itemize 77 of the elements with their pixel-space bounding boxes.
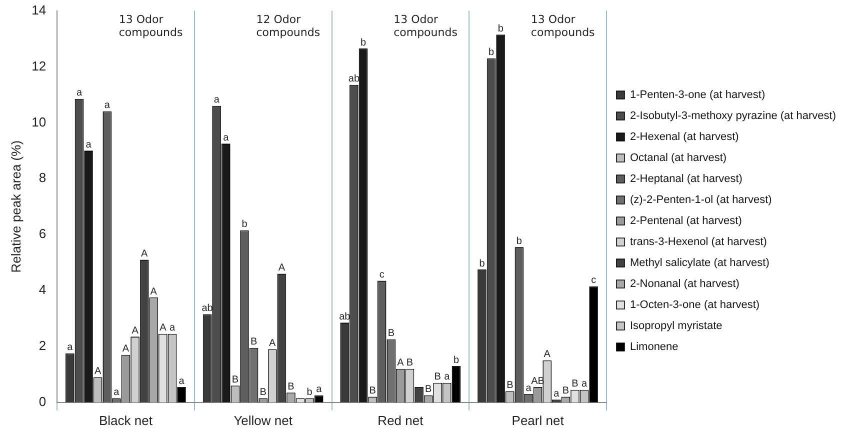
x-tick-label: Yellow net <box>234 412 293 428</box>
data-label: a <box>554 388 560 400</box>
y-tick-label: 6 <box>38 226 46 242</box>
y-tick-label: 8 <box>38 170 46 186</box>
data-label: A <box>132 325 139 336</box>
x-tick-label: Pearl net <box>512 412 564 428</box>
data-label: c <box>379 269 384 280</box>
y-tick-label: 12 <box>32 58 46 74</box>
data-label: a <box>444 372 450 383</box>
data-label: A <box>122 344 130 355</box>
y-tick-label: 14 <box>32 2 46 18</box>
legend-label: (z)-2-Penten-1-ol (at harvest) <box>630 194 772 206</box>
data-label: a <box>86 139 92 150</box>
data-label: B <box>260 386 267 398</box>
y-tick-label: 4 <box>38 282 46 298</box>
data-label: c <box>591 275 596 286</box>
data-label: B <box>232 374 239 386</box>
data-label: a <box>104 100 110 112</box>
data-label: b <box>453 354 460 366</box>
legend-label: 2-Isobutyl-3-methoxy pyrazine (at harvest) <box>630 110 836 122</box>
data-label: B <box>434 372 442 383</box>
data-label: A <box>150 286 158 298</box>
annotation: 13 Odor compounds <box>394 13 458 40</box>
data-label: B <box>506 380 514 391</box>
data-label: a <box>582 378 588 390</box>
legend-label: Limonene <box>630 341 678 354</box>
y-tick-label: 0 <box>38 394 46 409</box>
data-label: A <box>94 366 102 377</box>
legend-label: 1-Octen-3-one (at harvest) <box>630 299 760 312</box>
data-label: b <box>498 23 504 34</box>
data-label: b <box>360 37 366 48</box>
data-label: b <box>516 236 522 247</box>
data-label: a <box>67 342 74 354</box>
legend-label: 1-Penten-3-one (at harvest) <box>630 89 766 102</box>
data-label: a <box>214 94 220 106</box>
data-label: b <box>479 258 486 270</box>
data-label: A <box>544 349 551 360</box>
y-axis-title: Relative peak area (%) <box>8 140 24 273</box>
legend-label: 2-Hexenal (at harvest) <box>630 131 739 144</box>
data-label: A <box>278 262 286 274</box>
data-label: b <box>306 386 313 398</box>
legend-label: 2-Heptanal (at harvest) <box>630 173 742 186</box>
y-tick-label: 10 <box>32 114 46 130</box>
data-label: B <box>406 358 414 369</box>
data-label: b <box>488 47 495 58</box>
data-label: A <box>160 322 167 334</box>
legend-label: Methyl salicylate (at harvest) <box>630 257 770 270</box>
data-label: a <box>316 384 322 396</box>
data-label: B <box>562 386 570 397</box>
data-label: B <box>388 328 395 340</box>
data-label: a <box>526 382 532 394</box>
data-label: b <box>242 219 248 230</box>
legend-label: Isopropyl myristate <box>630 320 722 332</box>
data-label: A <box>140 248 148 260</box>
data-label: ab <box>202 303 214 314</box>
data-label: a <box>114 386 120 398</box>
legend-label: 2-Nonanal (at harvest) <box>630 278 740 290</box>
y-tick-label: 2 <box>38 338 46 354</box>
data-label: A <box>269 338 276 350</box>
data-label: B <box>425 384 432 396</box>
data-label: B <box>288 381 295 392</box>
annotation: 13 Odor compounds <box>118 13 183 40</box>
data-label: a <box>223 132 230 144</box>
x-tick-label: Black net <box>98 412 153 428</box>
data-label: A <box>397 358 404 369</box>
data-label: a <box>178 376 185 387</box>
legend-label: Octanal (at harvest) <box>630 152 727 164</box>
data-label: B <box>572 378 579 390</box>
legend-label: trans-3-Hexenol (at harvest) <box>630 236 767 248</box>
data-label: a <box>169 322 176 334</box>
data-label: B <box>369 386 376 397</box>
legend-label: 2-Pentenal (at harvest) <box>630 215 742 228</box>
annotation: 12 Odor compounds <box>256 13 320 40</box>
data-label: B <box>250 336 258 348</box>
annotation: 13 Odor compounds <box>530 13 596 40</box>
x-tick-label: Red net <box>378 412 424 428</box>
data-label: a <box>76 88 82 99</box>
